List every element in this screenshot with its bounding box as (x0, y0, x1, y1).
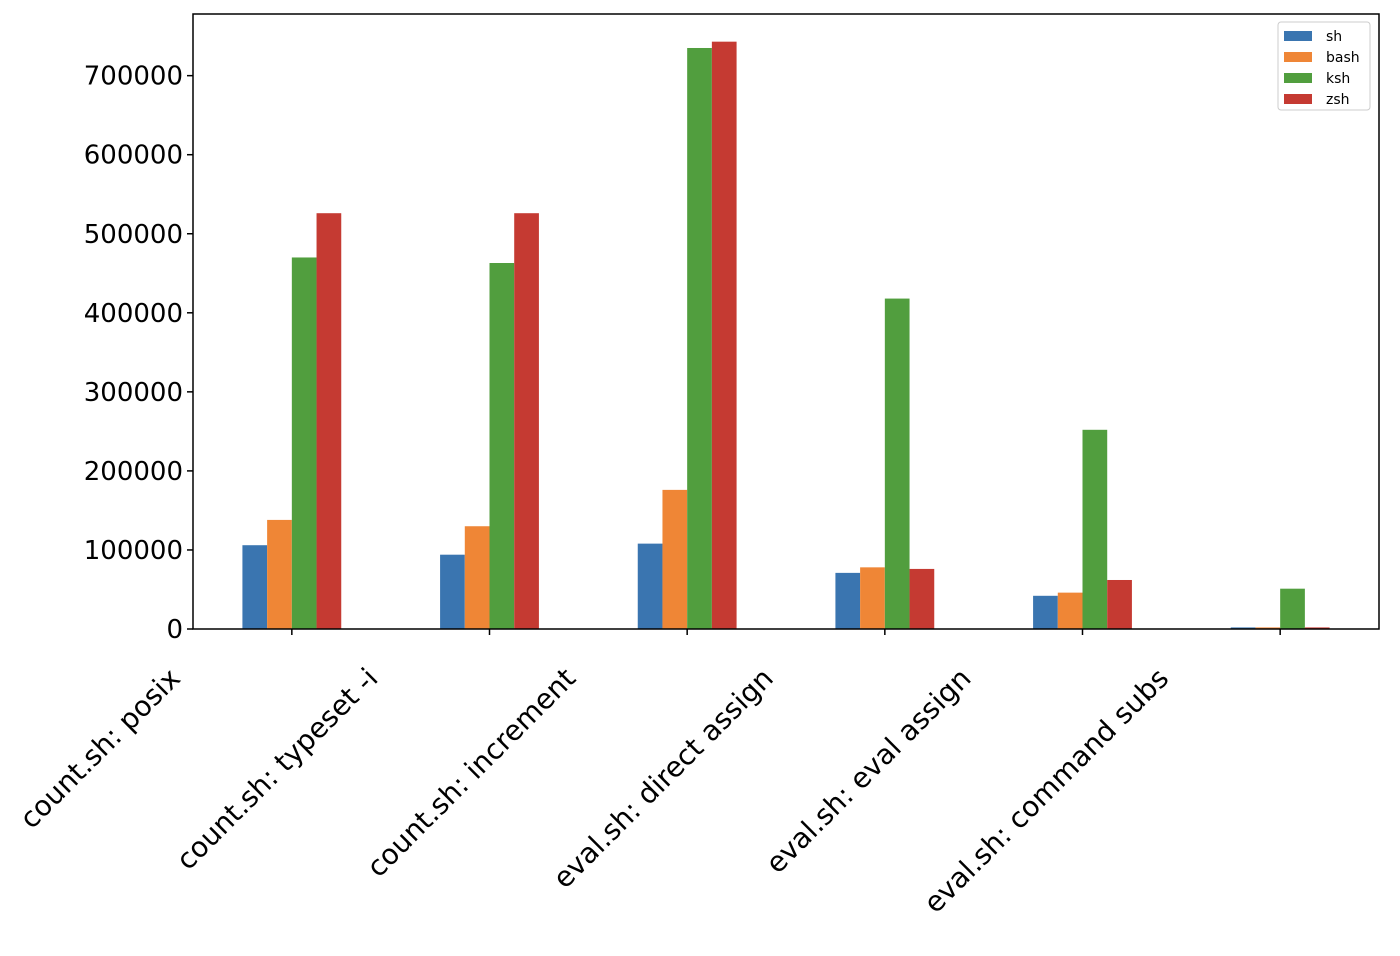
x-tick-label: count.sh: typeset -i (170, 662, 385, 877)
y-tick-label: 200000 (84, 457, 183, 487)
legend-label-bash: bash (1326, 50, 1360, 66)
bar-zsh-0 (316, 213, 342, 630)
legend-label-sh: sh (1326, 29, 1342, 45)
x-tick-label: eval.sh: eval assign (759, 662, 977, 880)
bar-bash-0 (267, 519, 292, 629)
bar-zsh-4 (1107, 579, 1132, 629)
bar-zsh-2 (711, 41, 737, 629)
y-tick-label: 300000 (84, 378, 183, 408)
legend: sh bash ksh zsh (1277, 21, 1371, 111)
y-tick-label: 100000 (84, 536, 183, 566)
legend-swatch-ksh (1284, 73, 1312, 83)
bars-group (242, 41, 1330, 630)
bar-bash-5 (1255, 627, 1281, 629)
bar-zsh-1 (514, 213, 539, 630)
bar-bash-3 (860, 567, 885, 629)
bar-ksh-2 (687, 47, 712, 629)
legend-label-zsh: zsh (1326, 92, 1350, 108)
y-axis: 0 100000 200000 300000 400000 500000 600000 700… (84, 62, 193, 645)
bar-sh-5 (1230, 627, 1256, 629)
bar-sh-2 (637, 543, 663, 629)
legend-label-ksh: ksh (1326, 71, 1350, 87)
bar-ksh-5 (1280, 588, 1305, 629)
bar-ksh-1 (489, 263, 515, 629)
bar-sh-0 (242, 545, 268, 629)
legend-swatch-zsh (1284, 94, 1312, 104)
legend-swatch-bash (1284, 52, 1312, 62)
y-tick-label: 400000 (84, 299, 183, 329)
y-tick-label: 700000 (84, 62, 183, 92)
bar-sh-4 (1033, 595, 1058, 629)
x-tick-label: eval.sh: direct assign (547, 662, 780, 895)
bar-bash-4 (1057, 592, 1083, 629)
bar-sh-1 (440, 554, 465, 629)
bar-zsh-3 (909, 568, 935, 629)
bar-sh-3 (835, 572, 861, 629)
x-tick-label: count.sh: posix (13, 662, 187, 836)
y-tick-label: 600000 (84, 141, 183, 171)
y-tick-label: 500000 (84, 220, 183, 250)
bar-ksh-4 (1082, 429, 1108, 629)
legend-swatch-sh (1284, 31, 1312, 41)
y-tick-label: 0 (166, 615, 183, 645)
plot-frame (192, 13, 1380, 630)
bar-ksh-3 (884, 298, 910, 629)
bar-zsh-5 (1304, 627, 1330, 629)
bar-ksh-0 (291, 257, 317, 629)
bar-bash-2 (662, 489, 688, 629)
legend-box (1277, 21, 1371, 111)
x-tick-label: count.sh: increment (360, 662, 582, 884)
bar-bash-1 (464, 526, 490, 629)
